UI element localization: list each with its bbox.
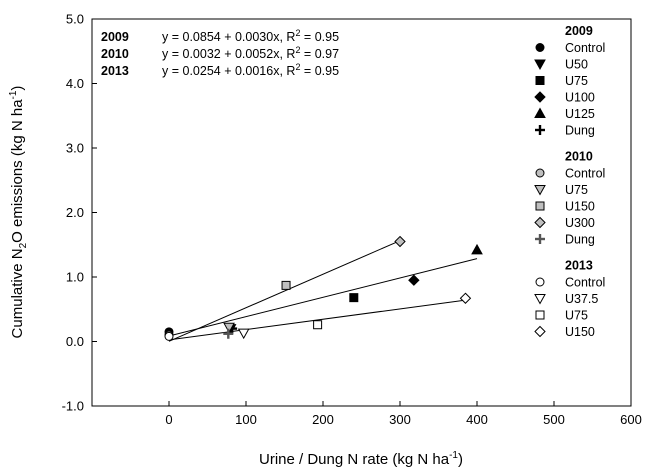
data-point: [281, 280, 291, 290]
regression-line-2009: [168, 258, 478, 337]
y-tick-label: 2.0: [66, 205, 84, 220]
equation-text: y = 0.0854 + 0.0030x, R2 = 0.95: [162, 28, 339, 44]
legend-label: Control: [565, 276, 605, 290]
legend-label: U150: [565, 200, 595, 214]
equation-year: 2009: [101, 30, 129, 44]
legend-label: U300: [565, 216, 595, 230]
data-point: [471, 243, 483, 255]
legend-marker: [535, 168, 545, 178]
y-tick-label: 4.0: [66, 76, 84, 91]
legend-group-title: 2009: [565, 24, 593, 38]
legend-label: Control: [565, 41, 605, 55]
legend-label: Control: [565, 167, 605, 181]
legend-label: U150: [565, 325, 595, 339]
legend-label: U125: [565, 107, 595, 121]
equation-year: 2013: [101, 64, 129, 78]
legend-marker: [535, 76, 545, 85]
x-tick-label: 300: [389, 412, 411, 427]
equation-text: y = 0.0032 + 0.0052x, R2 = 0.97: [162, 45, 339, 61]
legend-marker: [535, 310, 545, 320]
x-tick-label: 500: [543, 412, 565, 427]
regression-line-2013: [168, 299, 466, 341]
legend-label: U100: [565, 91, 595, 105]
data-point: [223, 328, 234, 339]
legend-marker: [534, 216, 546, 229]
legend-marker: [534, 325, 546, 338]
legend-marker: [535, 125, 545, 135]
regression-lines: [168, 240, 478, 342]
y-tick-label: -1.0: [62, 399, 84, 414]
legend-label: Dung: [565, 233, 595, 247]
equation-year: 2010: [101, 47, 129, 61]
x-axis-title: Urine / Dung N rate (kg N ha-1): [259, 450, 463, 468]
legend-marker: [534, 59, 546, 71]
data-point: [237, 328, 250, 340]
y-axis-title: Cumulative N2O emissions (kg N ha-1): [8, 86, 29, 339]
data-point: [349, 293, 359, 303]
x-tick-label: 200: [312, 412, 334, 427]
regression-line-2010: [168, 240, 401, 342]
data-points: [164, 235, 483, 341]
data-point: [313, 320, 323, 330]
legend-label: U50: [565, 58, 588, 72]
y-tick-label: 3.0: [66, 141, 84, 156]
x-tick-label: 600: [620, 412, 642, 427]
legend: 2009 Control U50 U75 U100 U125 Dung 2010 Control…: [534, 24, 605, 339]
legend-marker: [535, 234, 545, 244]
x-tick-label: 0: [165, 412, 172, 427]
data-point: [164, 331, 174, 341]
y-tick-label: 0.0: [66, 334, 84, 349]
legend-marker: [534, 91, 546, 103]
data-point: [408, 274, 420, 286]
x-tick-label: 400: [466, 412, 488, 427]
legend-label: U75: [565, 309, 588, 323]
data-point: [459, 292, 472, 304]
data-point: [223, 322, 235, 334]
y-tick-label: 1.0: [66, 270, 84, 285]
legend-marker: [535, 43, 545, 52]
legend-group-title: 2013: [565, 259, 593, 273]
legend-marker: [534, 185, 546, 196]
equation-text: y = 0.0254 + 0.0016x, R2 = 0.95: [162, 62, 339, 78]
y-tick-label: 5.0: [66, 12, 84, 27]
data-point: [394, 235, 406, 248]
legend-label: Dung: [565, 124, 595, 138]
regression-equations: 2009 y = 0.0854 + 0.0030x, R2 = 0.95 201…: [101, 28, 339, 78]
legend-marker: [535, 201, 545, 211]
legend-marker: [534, 107, 546, 118]
legend-group-title: 2010: [565, 150, 593, 164]
x-tick-label: 100: [235, 412, 257, 427]
legend-label: U75: [565, 183, 588, 197]
legend-marker: [534, 294, 546, 305]
legend-marker: [535, 277, 545, 287]
legend-label: U75: [565, 74, 588, 88]
axis-ticks: 0 100 200 300 400 500 600 -1.0 0.0 1.0 2.0 3.0 4.0 5.…: [62, 12, 642, 428]
legend-label: U37.5: [565, 292, 598, 306]
